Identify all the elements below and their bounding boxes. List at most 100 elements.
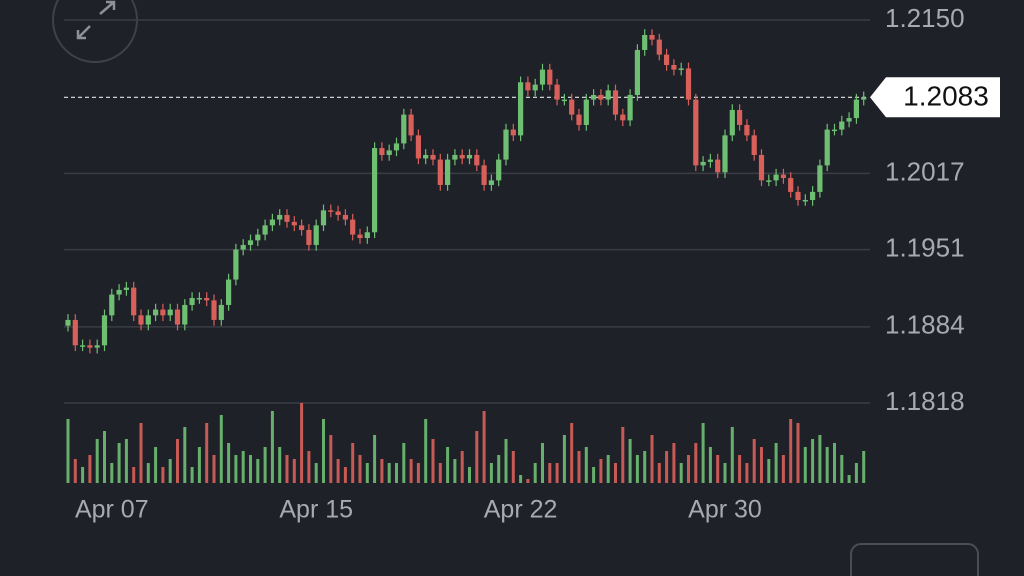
volume-bar <box>504 439 508 483</box>
volume-bar <box>234 455 238 483</box>
candle-body <box>861 97 867 100</box>
candle-body <box>357 234 363 239</box>
candle-body <box>101 315 108 346</box>
y-tick-label: 1.2017 <box>885 156 965 186</box>
volume-bar <box>446 447 450 483</box>
volume-bar <box>847 475 851 483</box>
volume-bar <box>139 423 143 483</box>
candle-body <box>612 90 619 115</box>
candle-body <box>80 345 86 347</box>
volume-bar <box>701 423 705 483</box>
candle-body <box>474 154 480 166</box>
candle-body <box>817 165 823 192</box>
volume-bar <box>825 447 829 483</box>
candle-body <box>167 309 173 316</box>
candle-body <box>539 69 546 85</box>
candle-body <box>664 54 670 65</box>
volume-bar <box>781 455 785 483</box>
volume-bar <box>854 463 858 483</box>
candle-body <box>824 129 830 166</box>
volume-bar <box>373 435 377 483</box>
expand-icon[interactable] <box>76 0 116 40</box>
candle-body <box>795 191 801 200</box>
volume-bar <box>409 459 413 483</box>
volume-bar <box>438 463 442 483</box>
candle-body <box>576 114 582 125</box>
volume-bar <box>621 427 625 483</box>
candle-body <box>284 214 290 222</box>
candle-body <box>547 69 553 85</box>
candle-body <box>116 289 122 295</box>
volume-bar <box>453 459 457 483</box>
candle-body <box>415 135 421 159</box>
volume-bar <box>482 411 486 483</box>
candle-body <box>65 319 71 326</box>
volume-bar <box>329 435 333 483</box>
candle-body <box>649 34 655 40</box>
x-tick-label: Apr 22 <box>484 496 558 524</box>
volume-bar <box>811 439 815 483</box>
volume-bar <box>519 475 523 483</box>
candle-body <box>408 114 414 136</box>
volume-bar <box>468 467 471 483</box>
volume-bar <box>263 447 267 483</box>
candle-body <box>189 298 195 305</box>
candle-body <box>678 68 684 70</box>
candle-body <box>153 309 159 316</box>
candle-body <box>846 118 852 122</box>
volume-bar <box>300 403 304 483</box>
candle-body <box>342 214 348 220</box>
candle-body <box>591 94 597 100</box>
volume-bar <box>526 479 530 483</box>
candle-body <box>72 319 78 346</box>
candle-body <box>700 161 706 166</box>
volume-bar <box>314 463 318 483</box>
volume-bar <box>657 463 661 483</box>
candle-body <box>532 84 538 91</box>
candle-body <box>401 114 407 144</box>
candle-body <box>174 309 181 325</box>
volume-bar <box>614 463 617 483</box>
volume-bar <box>358 455 362 483</box>
candle-body <box>328 210 334 212</box>
volume-bar <box>723 463 727 483</box>
volume-bar <box>183 427 187 483</box>
volume-bar <box>402 443 406 483</box>
volume-bar <box>694 443 698 483</box>
volume-bar <box>628 439 632 483</box>
volume-bar <box>862 451 866 483</box>
candle-body <box>350 219 356 235</box>
bottom-button[interactable] <box>850 543 979 576</box>
candle-body <box>299 225 305 230</box>
volume-bar <box>760 447 763 483</box>
volume-bar <box>219 415 223 483</box>
candle-body <box>255 234 261 241</box>
candle-body <box>182 304 188 325</box>
candle-body <box>693 99 699 166</box>
candle-body <box>466 154 473 159</box>
volume-bar <box>81 467 85 483</box>
volume-bar <box>555 463 559 483</box>
volume-bar <box>672 443 676 483</box>
candle-body <box>306 229 312 245</box>
candle-body <box>642 34 648 50</box>
volume-bar <box>278 447 282 483</box>
candle-body <box>313 225 319 245</box>
candle-body <box>685 68 692 100</box>
candle-body <box>445 159 451 185</box>
candle-body <box>364 232 370 239</box>
volume-bar <box>745 463 749 483</box>
candle-body <box>218 304 224 320</box>
candle-body <box>510 129 516 136</box>
candle-body <box>437 159 443 185</box>
candle-body <box>488 180 494 185</box>
volume-bar <box>132 467 136 483</box>
candle-body <box>839 121 845 130</box>
volume-bar <box>205 423 209 483</box>
volume-bar <box>570 423 574 483</box>
candle-body <box>810 191 816 200</box>
volume-bar <box>270 411 274 483</box>
candle-body <box>240 244 246 250</box>
candle-body <box>561 99 567 102</box>
